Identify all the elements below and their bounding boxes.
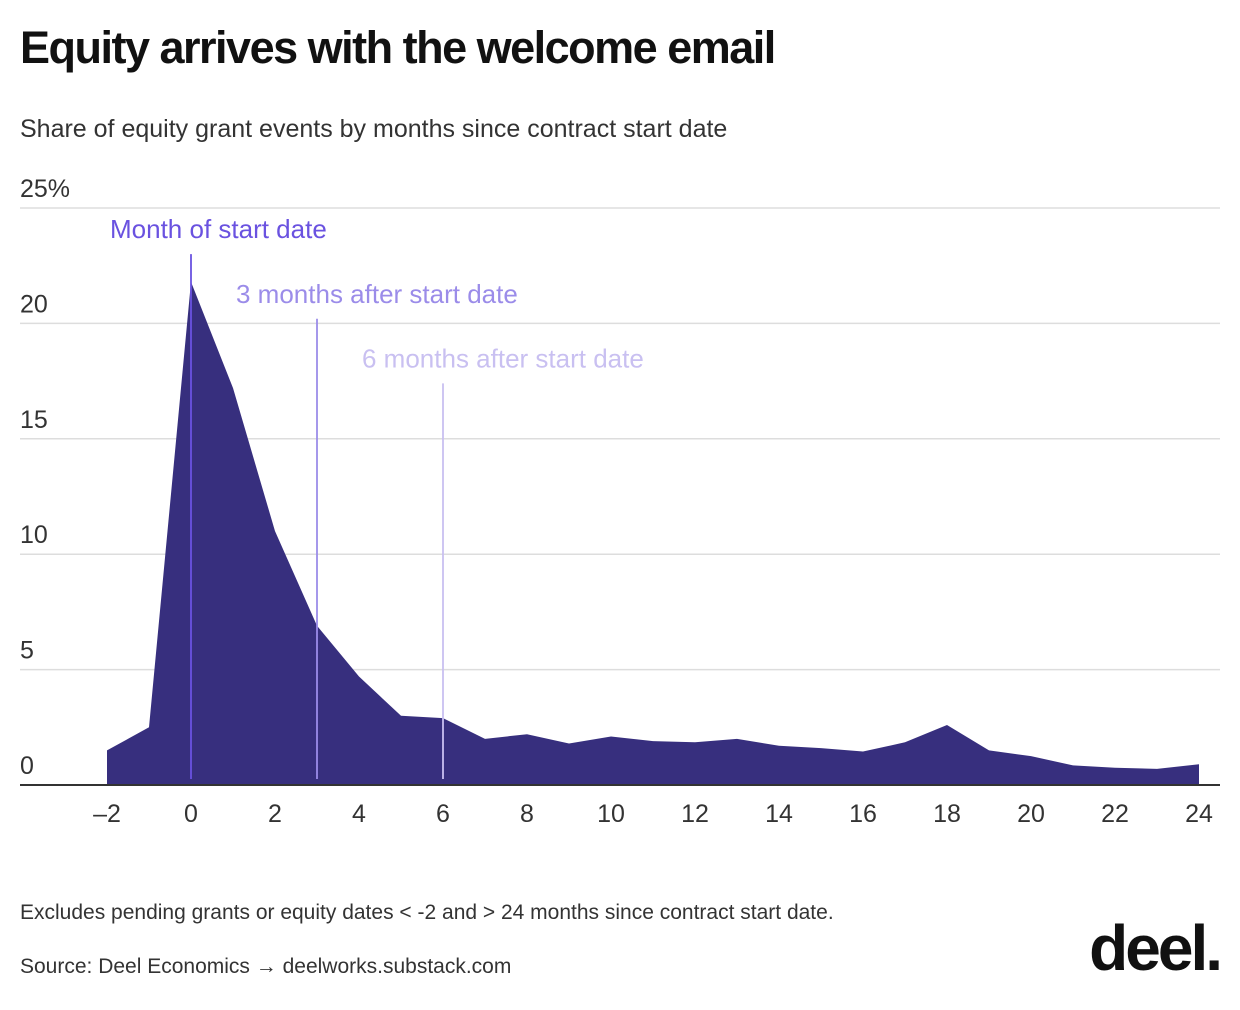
chart-title: Equity arrives with the welcome email bbox=[20, 22, 776, 73]
annotation-label-0: Month of start date bbox=[110, 214, 327, 244]
x-tick-label: 20 bbox=[1017, 800, 1045, 828]
deel-logo: deel. bbox=[1089, 912, 1223, 984]
x-tick-label: –2 bbox=[93, 800, 121, 828]
chart-note: Excludes pending grants or equity dates … bbox=[20, 901, 834, 924]
annotation-layer: Month of start date 3 months after start … bbox=[110, 214, 644, 779]
annotation-label-3: 3 months after start date bbox=[236, 279, 518, 309]
x-tick-label: 10 bbox=[597, 800, 625, 828]
y-tick-label: 5 bbox=[20, 637, 34, 665]
x-tick-label: 2 bbox=[268, 800, 282, 828]
x-tick-label: 16 bbox=[849, 800, 877, 828]
y-tick-label: 0 bbox=[20, 752, 34, 780]
x-tick-label: 18 bbox=[933, 800, 961, 828]
area-chart: Month of start date 3 months after start … bbox=[20, 175, 1220, 828]
x-tick-label: 6 bbox=[436, 800, 450, 828]
chart-source: Source: Deel Economics → deelworks.subst… bbox=[20, 955, 512, 978]
y-tick-label: 10 bbox=[20, 521, 48, 549]
x-tick-label: 24 bbox=[1185, 800, 1213, 828]
y-tick-label: 15 bbox=[20, 406, 48, 434]
x-tick-label: 14 bbox=[765, 800, 793, 828]
area-layer bbox=[106, 281, 1200, 785]
area-series bbox=[107, 281, 1199, 785]
annotation-label-6: 6 months after start date bbox=[362, 343, 644, 373]
y-tick-label: 25% bbox=[20, 175, 70, 203]
chart-subtitle: Share of equity grant events by months s… bbox=[20, 115, 728, 143]
x-tick-label: 0 bbox=[184, 800, 198, 828]
x-tick-label: 4 bbox=[352, 800, 366, 828]
x-tick-label: 22 bbox=[1101, 800, 1129, 828]
x-tick-label: 12 bbox=[681, 800, 709, 828]
y-tick-label: 20 bbox=[20, 290, 48, 318]
x-tick-label: 8 bbox=[520, 800, 534, 828]
